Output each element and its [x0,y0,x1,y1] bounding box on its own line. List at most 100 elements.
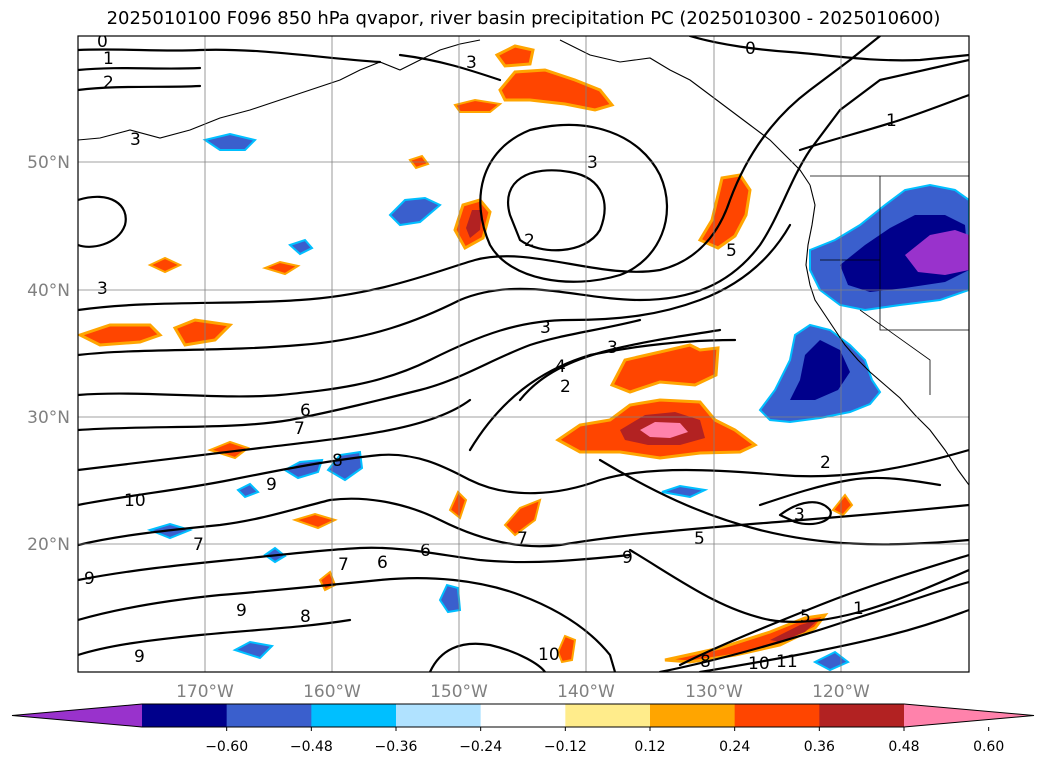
shade-negative [812,650,850,672]
colorbar-segment [142,704,228,727]
shade-negative [661,484,709,499]
colorbar-outline [11,703,1035,728]
colorbar-segment [650,704,736,727]
contour-labels: 0 1 2 3 3 3 2 5 3 0 1 3 4 3 2 6 7 9 8 10… [84,32,897,674]
shade-positive [318,570,337,592]
contour-label: 3 [540,318,551,338]
contour-line [479,123,669,283]
contour-label: 7 [517,529,528,549]
shade-strong [466,210,482,238]
contour-lines [78,36,969,672]
contour-label: 3 [466,53,477,73]
map-title: 2025010100 F096 850 hPa qvapor, river ba… [106,8,941,29]
shade-positive [261,260,301,276]
contour-line [518,328,722,402]
lat-label: 40°N [27,281,70,301]
contour-label: 10 [748,654,770,674]
contour-label: 8 [300,607,311,627]
colorbar-tick-label: −0.60 [205,739,248,755]
lon-label: 150°W [430,682,488,702]
colorbar-segment [734,704,820,727]
shade-positive [291,512,338,530]
shade-positive [664,612,829,664]
contour-label: 7 [193,535,204,555]
lon-label: 140°W [557,682,615,702]
contour-label: 3 [97,279,108,299]
coastline-alaska [78,39,481,141]
lat-labels: 50°N 40°N 30°N 20°N [27,153,70,555]
contour-label: 9 [134,647,145,667]
contour-line [78,577,617,672]
contour-label: 5 [800,607,811,627]
shade-positive [172,318,234,347]
contour-label: 11 [776,652,798,672]
shade-positive [207,440,251,460]
lon-label: 170°W [176,682,234,702]
contour-line [78,58,969,357]
shade-positive [556,634,577,664]
contour-line [78,48,382,64]
contour-line [78,546,632,582]
contour-label: 0 [745,39,756,59]
shade-positive [78,323,163,347]
contour-label: 8 [700,652,711,672]
contour-line [758,476,942,507]
colorbar-segment [396,704,482,727]
contour-label: 1 [886,111,897,131]
shade-negative [202,132,257,151]
contour-label: 10 [124,491,146,511]
colorbar-segment [565,704,651,727]
contour-line [78,223,792,398]
contour-label: 2 [560,377,571,397]
contour-line [78,66,202,72]
contour-label: 5 [694,529,705,549]
contour-label: 3 [607,338,618,358]
colorbar-extend-min [12,704,142,727]
contour-label: 3 [794,505,805,525]
shade-strong-negative [790,340,850,400]
shade-strong [770,620,818,642]
shade-positive [494,44,535,68]
contour-line [688,36,969,62]
colorbar-segment [311,704,397,727]
colorbar-tick-label: 0.48 [888,739,919,755]
colorbar-segment [819,704,905,727]
coastline-alaska [559,39,811,186]
border-line [879,176,969,331]
lon-label: 160°W [303,682,361,702]
contour-line [398,53,502,82]
colorbar-segment [480,704,566,727]
colorbar-tick-label: 0.36 [804,739,835,755]
shade-positive [453,98,503,113]
gridlines [78,36,969,672]
contour-line [78,36,882,312]
contour-line [698,608,969,672]
shade-negative [236,482,260,499]
shade-negative [288,238,314,256]
colorbar-tick-label: −0.36 [375,739,418,755]
shade-positive [147,256,183,274]
contour-line [78,448,969,507]
contour-label: 9 [622,548,633,568]
lon-label: 120°W [812,682,870,702]
contour-line [658,580,969,672]
contour-label: 0 [97,32,108,52]
contour-line [678,553,969,667]
contour-line [428,642,547,672]
contour-line [78,318,642,432]
contour-label: 1 [103,49,114,69]
contour-line [78,84,202,92]
colorbar-tick-label: −0.24 [459,739,502,755]
shade-negative [388,196,442,227]
contour-label: 7 [338,555,349,575]
colorbar-segment [226,704,312,727]
contour-label: 4 [555,357,566,377]
colorbar: −0.60 −0.48 −0.36 −0.24 −0.12 0.12 0.24 0.36 0.4… [11,703,1035,755]
colorbar-tick-label: 0.60 [973,739,1004,755]
contour-label: 8 [332,451,343,471]
shade-positive [831,493,854,517]
shade-positive [498,68,615,112]
contour-line [78,497,969,548]
colorbar-tick-label: −0.48 [290,739,333,755]
